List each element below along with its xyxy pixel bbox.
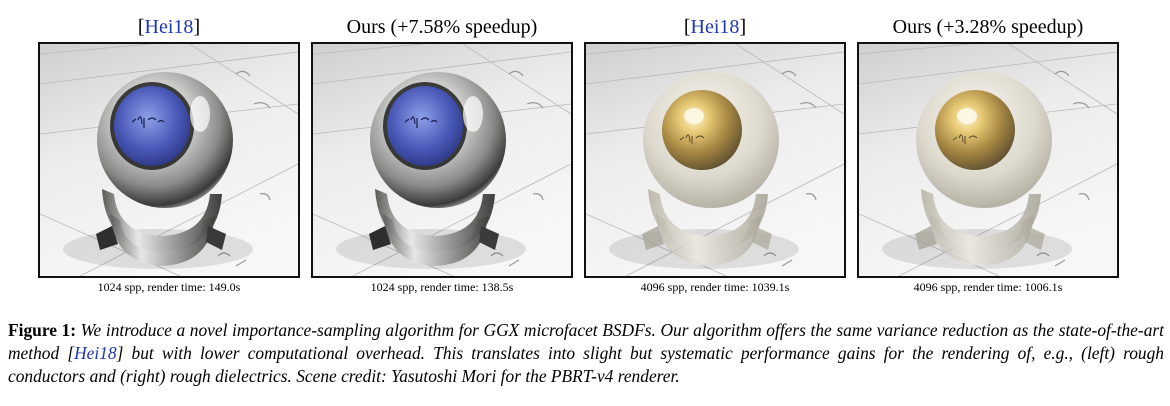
dielectric-sphere-render <box>859 44 1117 276</box>
figure-label: Figure 1: <box>8 320 77 340</box>
figure-panel-3: [Hei18] 4096 spp, render time: 1039.1s <box>584 14 846 295</box>
render-stats-caption: 4096 spp, render time: 1006.1s <box>913 280 1063 294</box>
render-image-conductor <box>311 42 573 278</box>
panel-title: [Hei18] <box>137 16 201 38</box>
figure-caption-text: We introduce a novel importance-sampling… <box>8 320 1164 386</box>
figure-panel-4: Ours (+3.28% speedup) 4096 spp, render t… <box>857 14 1119 295</box>
figure-panel-1: [Hei18] 1024 spp, render time: 149.0s <box>38 14 300 295</box>
render-image-dielectric <box>584 42 846 278</box>
render-stats-caption: 1024 spp, render time: 138.5s <box>370 280 514 294</box>
figure-panel-2: Ours (+7.58% speedup) 1024 spp, render t… <box>311 14 573 295</box>
citation-link[interactable]: Hei18 <box>144 16 194 38</box>
conductor-sphere-render <box>40 44 298 276</box>
conductor-sphere-render <box>313 44 571 276</box>
citation-link[interactable]: Hei18 <box>74 343 117 363</box>
render-image-conductor <box>38 42 300 278</box>
panel-title: [Hei18] <box>683 16 747 38</box>
panel-title: Ours (+7.58% speedup) <box>346 16 538 38</box>
figure-caption: Figure 1: We introduce a novel importanc… <box>8 319 1164 388</box>
citation-link[interactable]: Hei18 <box>690 16 740 38</box>
panel-title: Ours (+3.28% speedup) <box>892 16 1084 38</box>
render-image-dielectric <box>857 42 1119 278</box>
render-stats-caption: 1024 spp, render time: 149.0s <box>97 280 241 294</box>
render-stats-caption: 4096 spp, render time: 1039.1s <box>640 280 790 294</box>
dielectric-sphere-render <box>586 44 844 276</box>
